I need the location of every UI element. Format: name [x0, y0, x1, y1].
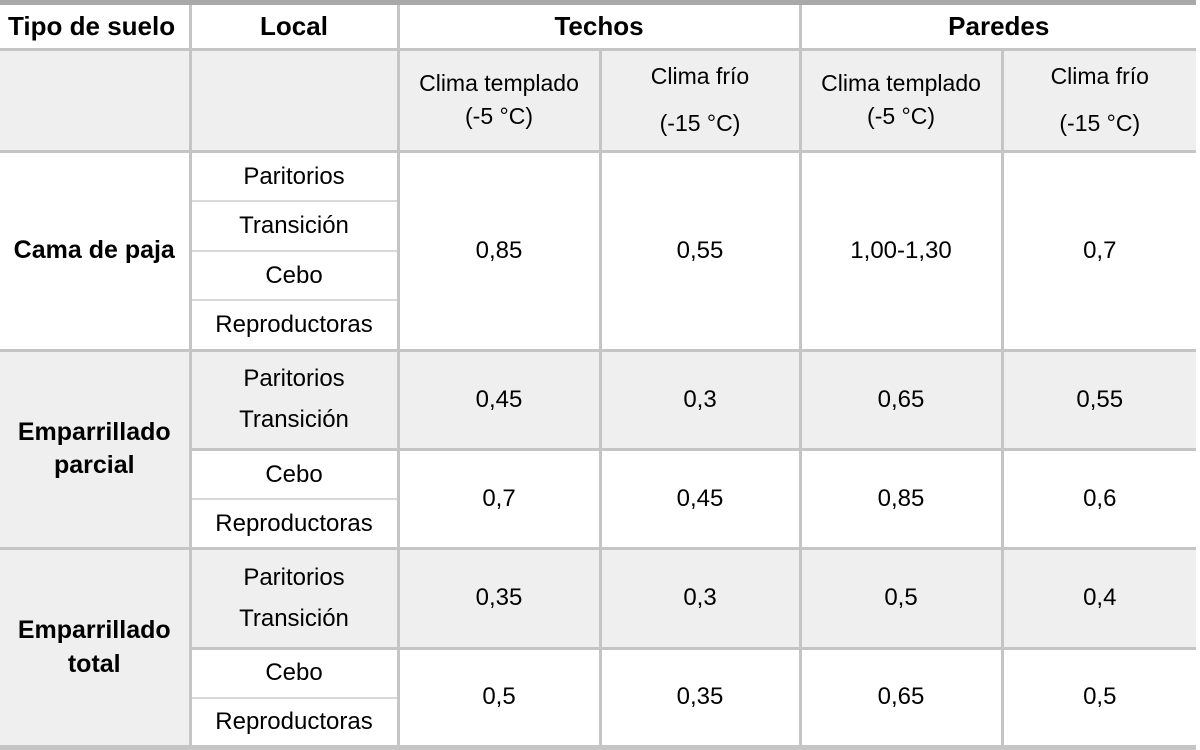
climate-name: Clima templado [419, 70, 579, 97]
value-cell: 1,00-1,30 [798, 149, 1004, 352]
local-cell: Cebo [188, 249, 400, 302]
climate-header-paredes-frio: Clima frío (-15 °C) [1000, 47, 1197, 153]
local-cell-merged: Paritorios Transición [188, 348, 400, 451]
value-cell: 0,3 [598, 547, 802, 650]
value-cell: 0,4 [1000, 547, 1197, 650]
value-cell: 0,45 [598, 447, 802, 551]
value-cell: 0,5 [396, 646, 602, 750]
value-cell: 0,35 [396, 547, 602, 650]
value-cell: 0,7 [396, 447, 602, 551]
local-cell: Cebo [188, 447, 400, 501]
local-cell: Cebo [188, 646, 400, 699]
local-label: Paritorios [243, 365, 345, 393]
local-cell-merged: Paritorios Transición [188, 547, 400, 650]
climate-name: Clima frío [650, 63, 750, 90]
local-cell: Paritorios [188, 149, 400, 203]
header-spacer-local [188, 47, 400, 153]
value-cell: 0,45 [396, 348, 602, 451]
climate-header-techos-frio: Clima frío (-15 °C) [598, 47, 802, 153]
local-cell: Reproductoras [188, 696, 400, 750]
climate-temp: (-5 °C) [465, 102, 533, 129]
header-tipo-de-suelo: Tipo de suelo [0, 0, 192, 51]
soil-type-emparrillado-parcial: Emparrillado parcial [0, 348, 192, 551]
local-cell: Transición [188, 200, 400, 252]
value-cell: 0,85 [396, 149, 602, 352]
value-cell: 0,5 [798, 547, 1004, 650]
local-cell: Reproductoras [188, 299, 400, 352]
climate-temp: (-15 °C) [659, 109, 741, 136]
local-label: Transición [239, 605, 349, 633]
local-label: Paritorios [243, 563, 345, 591]
climate-temp: (-15 °C) [1059, 109, 1141, 136]
climate-name: Clima templado [821, 70, 981, 97]
value-cell: 0,7 [1000, 149, 1197, 352]
header-spacer-tipo [0, 47, 192, 153]
local-cell: Reproductoras [188, 498, 400, 551]
header-paredes: Paredes [798, 0, 1197, 51]
climate-name: Clima frío [1050, 63, 1149, 90]
value-cell: 0,55 [1000, 348, 1197, 451]
climate-temp: (-5 °C) [867, 102, 935, 129]
value-cell: 0,6 [1000, 447, 1197, 551]
climate-header-paredes-templado: Clima templado (-5 °C) [798, 47, 1004, 153]
value-cell: 0,65 [798, 348, 1004, 451]
value-cell: 0,65 [798, 646, 1004, 750]
value-cell: 0,55 [598, 149, 802, 352]
header-techos: Techos [396, 0, 802, 51]
local-label: Transición [239, 406, 349, 434]
climate-header-techos-templado: Clima templado (-5 °C) [396, 47, 602, 153]
value-cell: 0,35 [598, 646, 802, 750]
soil-type-emparrillado-total: Emparrillado total [0, 547, 192, 750]
soil-type-cama-de-paja: Cama de paja [0, 149, 192, 352]
header-local: Local [188, 0, 400, 51]
value-cell: 0,5 [1000, 646, 1197, 750]
value-cell: 0,85 [798, 447, 1004, 551]
value-cell: 0,3 [598, 348, 802, 451]
